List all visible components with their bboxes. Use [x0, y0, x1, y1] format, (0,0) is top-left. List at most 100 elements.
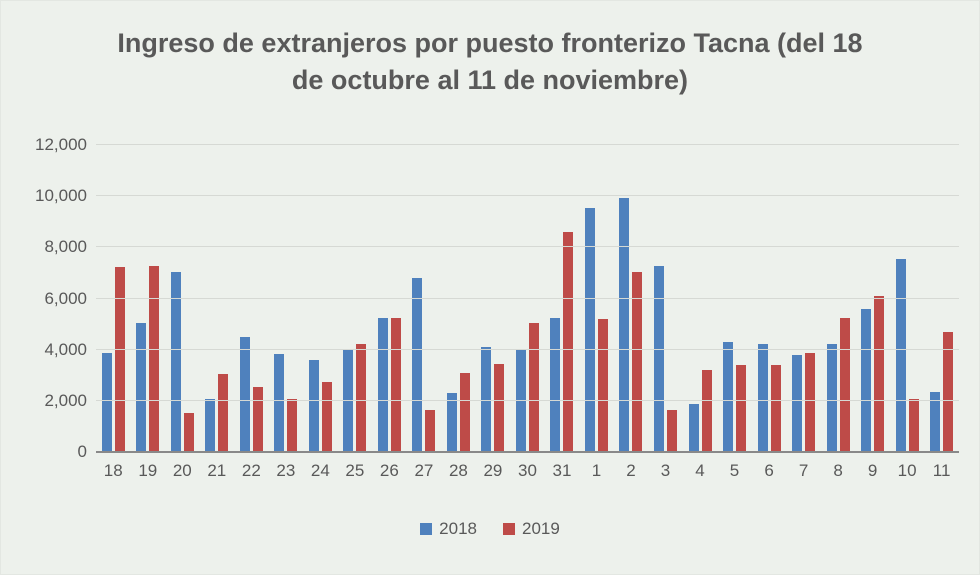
x-axis-labels: 18 19 20 21 22 23 24 25 26 27 28 29 30 31 1 2 3 4 5 6 7 8 9 10 1… [96, 461, 959, 481]
legend-item-2018: 2018 [420, 519, 477, 539]
bar-2019-31 [563, 232, 574, 451]
bar-2018-1 [584, 207, 595, 451]
bar-2019-6 [770, 365, 781, 451]
bar-2019-23 [287, 398, 298, 451]
bar-2019-19 [149, 265, 160, 451]
bar-group-10 [890, 144, 925, 451]
bar-2019-3 [667, 410, 677, 451]
y-tick-label: 10,000 [35, 186, 87, 206]
bar-2018-22 [239, 337, 250, 451]
gridline [96, 297, 959, 299]
bar-group-29 [476, 144, 511, 451]
bar-2018-21 [205, 398, 216, 451]
bar-2018-11 [930, 392, 941, 451]
x-tick-label: 29 [483, 461, 503, 480]
bar-group-19 [131, 144, 166, 451]
bar-group-11 [924, 144, 959, 451]
bar-2019-11 [943, 332, 954, 451]
y-tick-label: 0 [77, 442, 87, 461]
bar-2019-24 [321, 381, 332, 451]
x-tick-label: 11 [932, 461, 951, 480]
gridline [96, 348, 959, 350]
bar-group-3 [648, 144, 683, 451]
bar-2018-20 [170, 271, 181, 451]
bar-2019-9 [874, 296, 885, 451]
y-tick-label: 4,000 [44, 339, 87, 359]
bar-2018-9 [861, 309, 872, 451]
x-tick-label: 22 [241, 461, 261, 480]
x-tick-label: 3 [660, 461, 671, 480]
bar-group-27 [407, 144, 442, 451]
gridline [96, 144, 959, 145]
x-tick-label: 18 [103, 461, 123, 480]
bar-group-6 [752, 144, 787, 451]
legend-swatch-2018 [420, 523, 433, 535]
bar-group-24 [303, 144, 338, 451]
bar-2018-8 [826, 343, 837, 451]
x-tick-label: 2 [626, 461, 636, 480]
y-tick-label: 12,000 [35, 135, 87, 154]
bar-2019-5 [736, 365, 747, 451]
bar-2018-10 [895, 259, 906, 451]
bar-group-21 [200, 144, 235, 451]
bar-group-4 [683, 144, 718, 451]
bar-2018-26 [377, 317, 388, 451]
bar-2018-29 [481, 347, 492, 451]
x-tick-label: 30 [517, 461, 537, 480]
bar-2019-18 [114, 266, 125, 451]
x-tick-label: 26 [379, 461, 399, 480]
legend-label-2019: 2019 [522, 519, 560, 538]
bar-2019-26 [390, 317, 401, 451]
bar-2018-5 [723, 342, 734, 451]
y-tick-label: 8,000 [44, 237, 87, 257]
x-tick-label: 31 [552, 461, 572, 480]
x-tick-label: 28 [448, 461, 468, 480]
bar-group-8 [821, 144, 856, 451]
gridline [96, 246, 959, 248]
x-tick-label: 21 [207, 461, 227, 480]
x-tick-label: 1 [591, 461, 602, 480]
gridline [96, 195, 959, 197]
bar-group-7 [786, 144, 821, 451]
x-tick-label: 10 [897, 461, 917, 480]
x-tick-label: 7 [798, 461, 809, 480]
bar-2019-27 [425, 410, 436, 451]
bar-2019-28 [459, 372, 470, 451]
bar-group-23 [269, 144, 304, 451]
chart-legend: 2018 2019 [1, 519, 979, 539]
bar-2019-10 [908, 398, 919, 451]
bar-group-22 [234, 144, 269, 451]
gridline [96, 399, 959, 401]
bar-2018-31 [550, 317, 561, 451]
x-tick-label: 20 [172, 461, 192, 480]
bar-group-1 [579, 144, 614, 451]
bar-2019-4 [701, 370, 712, 451]
bar-group-2 [614, 144, 649, 451]
legend-label-2018: 2018 [439, 519, 477, 538]
bar-group-20 [165, 144, 200, 451]
chart-title: Ingreso de extranjeros por puesto fronte… [117, 28, 863, 95]
bar-2019-25 [356, 343, 367, 451]
bar-2018-18 [101, 352, 112, 451]
x-tick-label: 25 [345, 461, 365, 480]
bar-2019-29 [494, 364, 505, 451]
bar-group-5 [717, 144, 752, 451]
bar-2018-3 [654, 265, 664, 451]
x-tick-label: 19 [138, 461, 158, 480]
bar-2018-23 [274, 353, 285, 451]
bar-2019-22 [252, 387, 263, 451]
x-tick-label: 24 [310, 461, 330, 480]
x-tick-label: 9 [867, 461, 878, 480]
x-tick-label: 27 [414, 461, 434, 480]
bar-group-31 [545, 144, 580, 451]
legend-swatch-2019 [503, 523, 515, 535]
x-tick-label: 4 [695, 461, 705, 480]
y-tick-label: 6,000 [44, 288, 87, 308]
bar-2019-8 [839, 317, 850, 451]
bar-2018-27 [412, 278, 423, 451]
plot-area [96, 144, 959, 453]
bar-group-28 [441, 144, 476, 451]
bar-2019-2 [632, 271, 643, 451]
bar-2018-24 [308, 360, 319, 451]
